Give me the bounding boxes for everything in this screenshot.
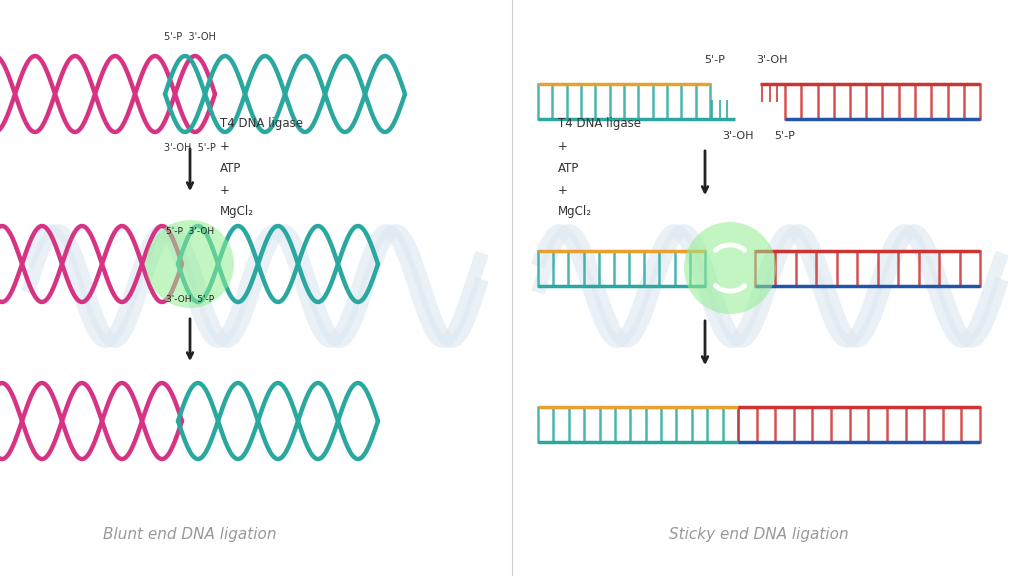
Text: 3'-OH  5'-P: 3'-OH 5'-P — [164, 143, 216, 153]
Text: 5'-P  3'-OH: 5'-P 3'-OH — [166, 226, 214, 236]
Text: 5'-P: 5'-P — [705, 55, 725, 65]
Text: 3'-OH: 3'-OH — [722, 131, 754, 141]
Text: Blunt end DNA ligation: Blunt end DNA ligation — [103, 526, 276, 541]
Text: 3'-OH: 3'-OH — [757, 55, 787, 65]
Ellipse shape — [146, 220, 234, 308]
Text: 5'-P  3'-OH: 5'-P 3'-OH — [164, 32, 216, 42]
Text: Sticky end DNA ligation: Sticky end DNA ligation — [670, 526, 849, 541]
Ellipse shape — [684, 222, 776, 314]
Text: T4 DNA ligase
+
ATP
+
MgCl₂: T4 DNA ligase + ATP + MgCl₂ — [558, 118, 641, 218]
Text: T4 DNA ligase
+
ATP
+
MgCl₂: T4 DNA ligase + ATP + MgCl₂ — [220, 118, 303, 218]
Text: 5'-P: 5'-P — [774, 131, 796, 141]
Text: 3'-OH  5'-P: 3'-OH 5'-P — [166, 294, 214, 304]
